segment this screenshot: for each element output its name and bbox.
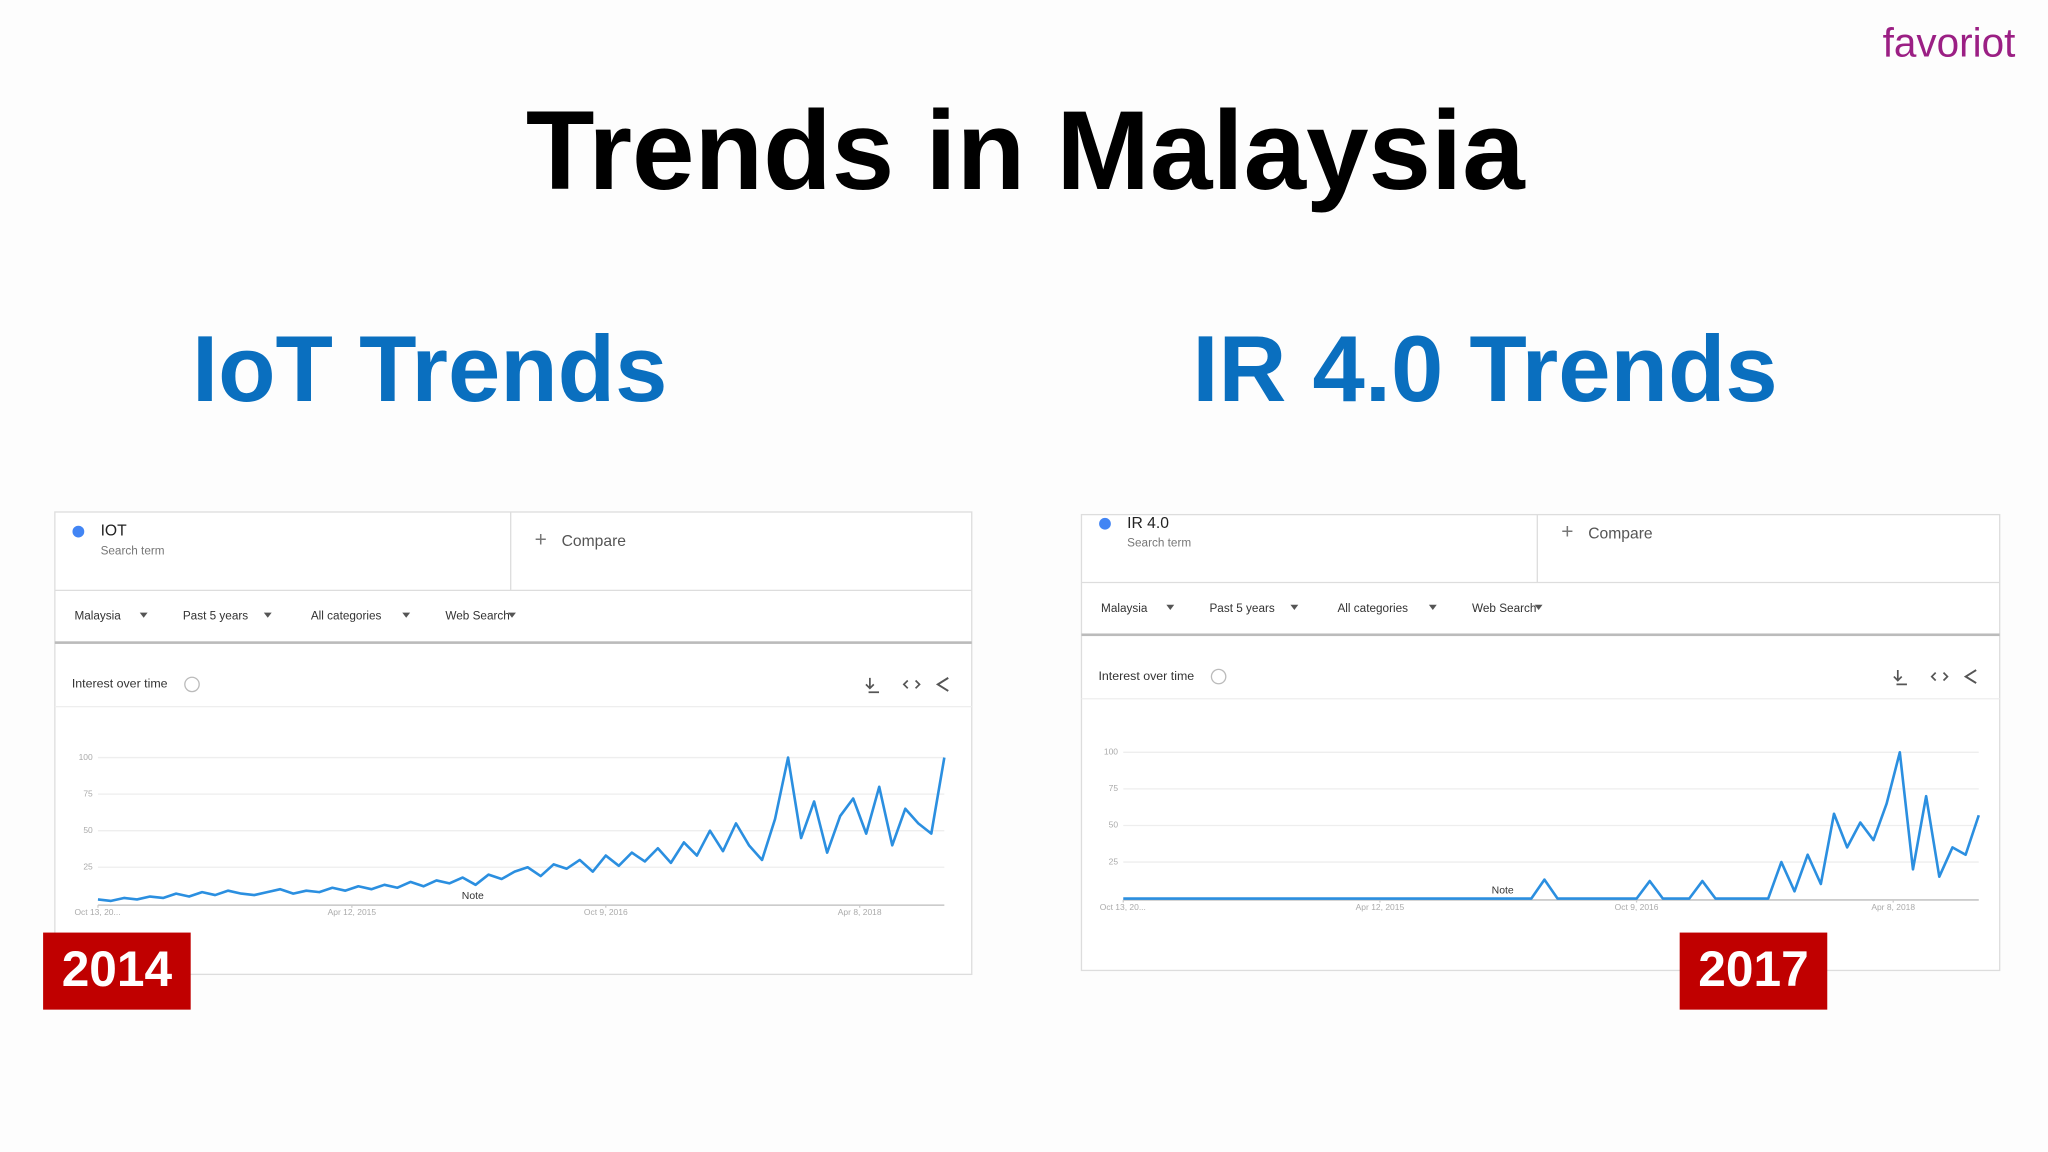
- filter-bar-border: [1081, 633, 2000, 637]
- term-dot: [1099, 517, 1111, 530]
- filter: Past 5 years: [183, 610, 248, 623]
- embed-icon: [902, 679, 921, 689]
- y-tick-label: 75: [1109, 783, 1119, 793]
- panel-card: [1080, 513, 2001, 972]
- help-icon: [1210, 668, 1227, 685]
- dropdown-arrow: [139, 612, 148, 618]
- dropdown-arrow: [1166, 604, 1175, 610]
- x-tick-label: Oct 13, 20...: [1100, 902, 1146, 912]
- compare: Compare: [562, 533, 627, 550]
- filter: Past 5 years: [1209, 602, 1274, 615]
- download-icon: [1893, 670, 1907, 686]
- year-badge: [1679, 932, 1828, 1010]
- x-tick-label: Apr 12, 2015: [1356, 902, 1405, 912]
- embed-icon: [1930, 672, 1949, 682]
- slide-title: Trends in Malaysia: [526, 87, 1526, 213]
- section-title: Interest over time: [1098, 669, 1194, 683]
- filter: Malaysia: [1101, 602, 1148, 615]
- compare: Compare: [1588, 525, 1653, 542]
- x-tick-label: Apr 8, 2018: [838, 907, 882, 917]
- filter: Web Search: [1472, 602, 1536, 615]
- y-tick-label: 25: [1109, 856, 1119, 866]
- dropdown-arrow: [508, 612, 516, 618]
- trend-line: [1123, 751, 1981, 900]
- share-icon: [935, 677, 949, 692]
- year-label: 2017: [1698, 941, 1808, 997]
- y-tick-label: 100: [1104, 747, 1118, 757]
- x-tick-label: Oct 13, 20...: [74, 907, 120, 917]
- x-tick-label: Oct 9, 2016: [1615, 902, 1659, 912]
- note-label: Note: [462, 891, 484, 902]
- dropdown-arrow: [1290, 604, 1299, 610]
- dropdown-arrow: [402, 612, 411, 618]
- compare-plus: +: [1561, 520, 1573, 543]
- search-term: IOT: [101, 523, 128, 540]
- panel-heading: IoT Trends: [192, 316, 667, 421]
- panel-heading: IR 4.0 Trends: [1192, 316, 1777, 421]
- download-icon: [865, 677, 880, 694]
- note-label: Note: [1492, 886, 1514, 897]
- x-tick-label: Apr 8, 2018: [1871, 902, 1915, 912]
- logo: favoriot: [1883, 19, 2016, 65]
- trend-line: [97, 756, 946, 903]
- year-badge: [43, 932, 191, 1010]
- search-term-label: Search term: [1127, 536, 1191, 549]
- dropdown-arrow: [1534, 604, 1543, 610]
- panel-card: [54, 511, 973, 976]
- compare-plus: +: [535, 528, 547, 551]
- search-term: IR 4.0: [1127, 515, 1169, 532]
- dropdown-arrow: [263, 612, 272, 618]
- y-tick-label: 100: [79, 752, 93, 762]
- filter: All categories: [1337, 602, 1408, 615]
- y-tick-label: 75: [83, 788, 93, 798]
- section-title: Interest over time: [72, 677, 168, 691]
- filter: Web Search: [445, 610, 509, 623]
- search-term-label: Search term: [101, 544, 165, 557]
- x-tick-label: Apr 12, 2015: [328, 907, 377, 917]
- year-label: 2014: [62, 941, 173, 997]
- filter-bar-border: [54, 641, 972, 644]
- help-icon: [184, 676, 200, 693]
- term-dot: [72, 525, 85, 538]
- y-tick-label: 50: [1109, 820, 1119, 830]
- dropdown-arrow: [1428, 604, 1437, 610]
- share-icon: [1963, 669, 1977, 684]
- x-tick-label: Oct 9, 2016: [584, 907, 628, 917]
- y-tick-label: 25: [83, 861, 93, 871]
- y-tick-label: 50: [83, 825, 93, 835]
- filter: Malaysia: [74, 610, 121, 623]
- filter: All categories: [311, 610, 382, 623]
